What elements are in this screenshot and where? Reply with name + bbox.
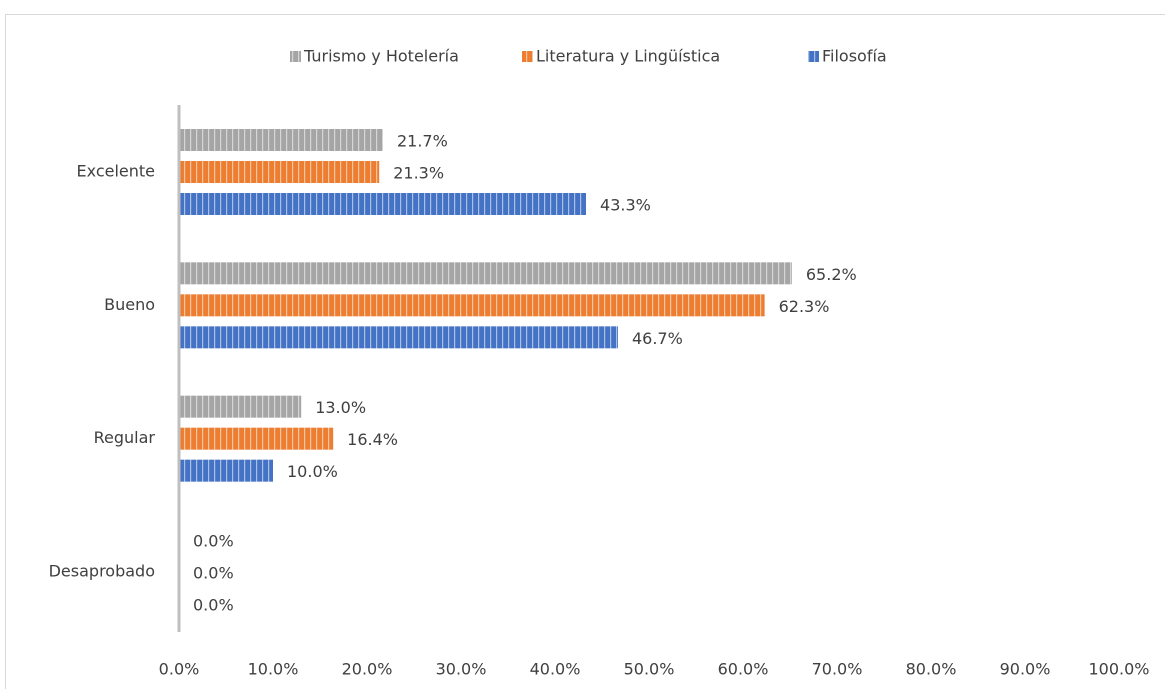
data-label: 0.0% (193, 532, 234, 551)
y-tick-label: Bueno (104, 295, 155, 314)
data-label: 0.0% (193, 564, 234, 583)
legend-swatch (290, 51, 301, 62)
legend-label: Filosofía (822, 47, 887, 66)
legend-swatch (808, 51, 819, 62)
data-label: 62.3% (779, 297, 830, 316)
x-tick-label: 60.0% (718, 660, 769, 679)
bar (179, 427, 334, 450)
bar (179, 395, 302, 418)
x-tick-label: 100.0% (1088, 660, 1149, 679)
data-label: 16.4% (347, 430, 398, 449)
data-label: 13.0% (315, 398, 366, 417)
bar (179, 193, 587, 215)
legend-label: Turismo y Hotelería (303, 47, 459, 66)
y-tick-label: Excelente (77, 162, 155, 181)
data-label: 21.7% (397, 132, 448, 151)
x-tick-label: 10.0% (248, 660, 299, 679)
x-tick-label: 80.0% (906, 660, 957, 679)
y-tick-label: Desaprobado (49, 562, 155, 581)
data-label: 0.0% (193, 596, 234, 615)
bar (179, 129, 383, 151)
bar (179, 262, 792, 285)
data-label: 43.3% (600, 196, 651, 215)
x-tick-label: 0.0% (159, 660, 200, 679)
x-tick-label: 20.0% (342, 660, 393, 679)
x-tick-label: 40.0% (530, 660, 581, 679)
data-label: 65.2% (806, 265, 857, 284)
x-tick-label: 50.0% (624, 660, 675, 679)
legend-swatch (522, 51, 533, 62)
x-tick-label: 70.0% (812, 660, 863, 679)
x-tick-label: 90.0% (1000, 660, 1051, 679)
y-tick-label: Regular (94, 428, 156, 447)
data-label: 46.7% (632, 329, 683, 348)
chart-frame (5, 14, 1165, 689)
bar (179, 294, 765, 317)
x-tick-label: 30.0% (436, 660, 487, 679)
data-label: 10.0% (287, 462, 338, 481)
bar (179, 326, 618, 349)
legend-label: Literatura y Lingüística (536, 47, 720, 66)
data-label: 21.3% (393, 164, 444, 183)
bar (179, 161, 380, 183)
bar (179, 459, 273, 482)
